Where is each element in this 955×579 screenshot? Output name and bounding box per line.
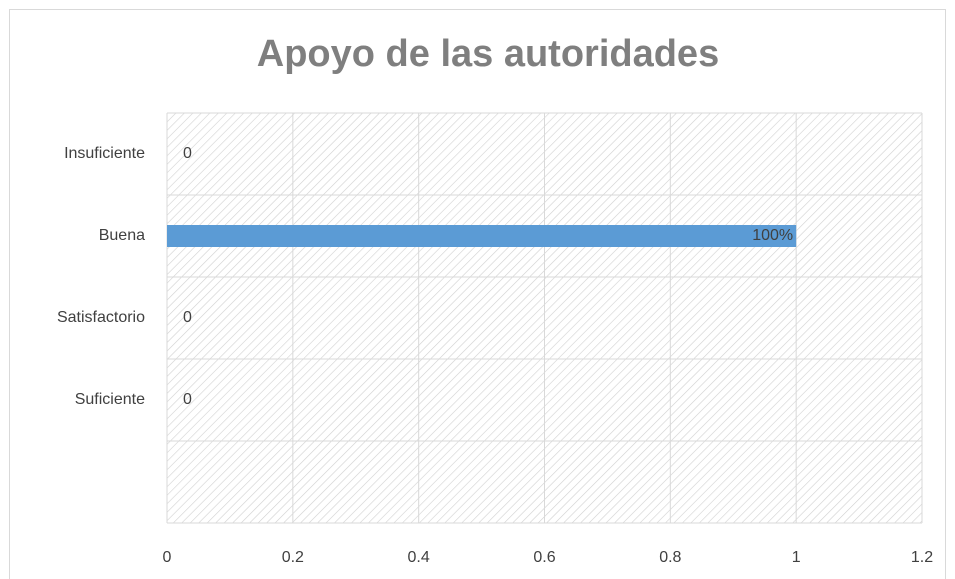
data-label: 0: [183, 145, 192, 162]
x-tick-label: 1.2: [911, 549, 933, 566]
x-tick-label: 1: [792, 549, 801, 566]
y-tick-label: Buena: [99, 227, 145, 244]
x-tick-label: 0.8: [659, 549, 681, 566]
data-label: 0: [183, 309, 192, 326]
chart-title: Apoyo de las autoridades: [257, 33, 719, 75]
x-tick-label: 0.6: [533, 549, 555, 566]
x-tick-label: 0.2: [282, 549, 304, 566]
data-label: 100%: [752, 227, 793, 244]
x-tick-label: 0.4: [408, 549, 430, 566]
y-tick-label: Suficiente: [75, 391, 145, 408]
bar: [167, 225, 797, 247]
x-tick-label: 0: [163, 549, 172, 566]
y-tick-label: Insuficiente: [64, 145, 145, 162]
y-tick-label: Satisfactorio: [57, 309, 145, 326]
data-label: 0: [183, 391, 192, 408]
